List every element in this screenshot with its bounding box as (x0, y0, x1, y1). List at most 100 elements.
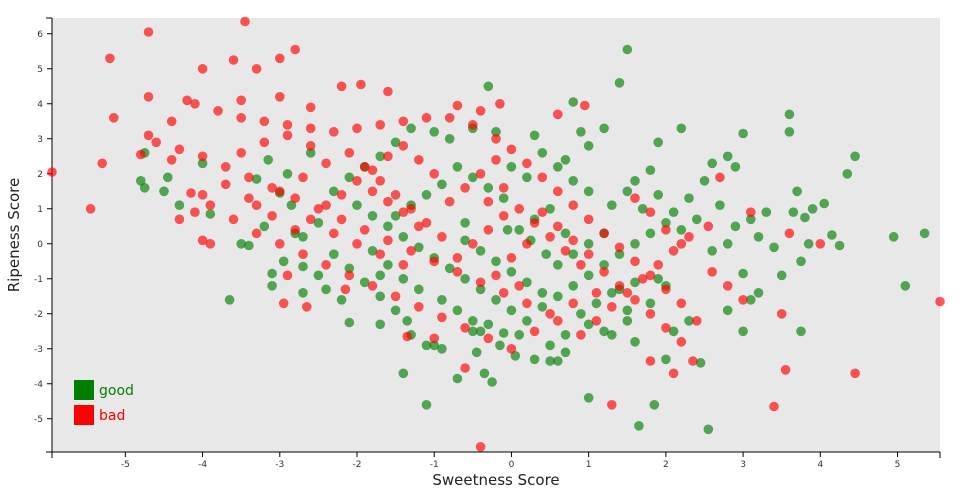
point-good (568, 97, 578, 107)
point-bad (321, 260, 331, 270)
plot-background (52, 18, 940, 452)
point-bad (637, 274, 648, 284)
point-bad (398, 116, 409, 127)
point-bad (460, 363, 470, 373)
point-bad (290, 193, 301, 203)
point-bad (522, 158, 532, 169)
point-good (800, 212, 810, 223)
point-bad (305, 141, 316, 151)
y-tick-label: 2 (37, 170, 43, 180)
x-tick-label: -1 (430, 460, 439, 470)
point-good (286, 200, 297, 210)
point-good (483, 319, 494, 330)
point-bad (483, 225, 494, 235)
x-tick-label: 0 (509, 460, 515, 470)
point-bad (614, 242, 625, 253)
point-bad (514, 281, 524, 291)
point-bad (684, 232, 694, 242)
y-axis-title: Ripeness Score (5, 178, 23, 293)
point-bad (275, 92, 285, 102)
point-good (560, 347, 571, 358)
point-bad (197, 151, 208, 162)
point-good (491, 256, 501, 267)
point-bad (228, 55, 239, 65)
point-good (607, 330, 617, 340)
point-bad (275, 186, 285, 197)
point-good (784, 109, 795, 120)
point-good (522, 277, 532, 288)
point-bad (85, 204, 96, 214)
point-bad (383, 196, 393, 207)
point-bad (398, 207, 409, 217)
point-good (545, 204, 555, 214)
point-good (174, 200, 185, 210)
point-bad (321, 200, 331, 210)
point-good (649, 400, 660, 410)
point-good (568, 176, 578, 186)
point-bad (452, 252, 463, 263)
point-good (491, 295, 501, 305)
point-bad (421, 218, 432, 228)
point-good (452, 162, 463, 172)
point-bad (591, 316, 602, 326)
point-bad (568, 298, 578, 309)
point-bad (197, 235, 208, 246)
point-good (692, 214, 702, 225)
point-good (707, 158, 717, 169)
point-good (676, 123, 687, 134)
x-axis: -5 -4 -3 -2 -1 0 1 2 3 4 5 (51, 451, 941, 470)
point-good (429, 127, 440, 137)
point-bad (166, 116, 177, 127)
point-bad (475, 106, 486, 116)
point-bad (143, 92, 154, 102)
point-bad (240, 16, 250, 27)
point-bad (406, 246, 416, 256)
point-bad (305, 102, 316, 113)
point-good (583, 270, 594, 281)
point-good (630, 337, 640, 347)
point-good (796, 256, 806, 267)
point-bad (213, 106, 223, 116)
point-bad (414, 302, 424, 312)
point-good (475, 284, 486, 295)
point-bad (495, 99, 505, 109)
point-bad (278, 298, 289, 309)
y-tick-label: -1 (34, 275, 43, 285)
point-good (522, 316, 532, 326)
point-bad (491, 134, 501, 144)
x-tick-label: 3 (740, 460, 746, 470)
x-tick-label: 4 (817, 460, 823, 470)
point-good (487, 377, 497, 387)
point-bad (414, 155, 424, 165)
point-bad (356, 79, 366, 90)
point-good (267, 268, 277, 279)
point-bad (398, 141, 409, 151)
point-bad (784, 228, 795, 239)
point-good (753, 288, 764, 298)
point-bad (576, 260, 586, 270)
point-bad (47, 167, 57, 177)
point-bad (560, 246, 571, 256)
point-bad (460, 323, 470, 333)
point-bad (251, 200, 262, 210)
point-bad (275, 53, 285, 64)
point-good (205, 209, 216, 219)
point-good (919, 228, 930, 239)
point-bad (529, 326, 540, 337)
point-good (398, 274, 409, 284)
point-bad (402, 331, 413, 342)
point-good (329, 186, 339, 197)
point-good (722, 239, 733, 249)
point-good (402, 316, 413, 326)
point-bad (406, 204, 416, 214)
point-bad (305, 123, 316, 134)
point-good (514, 330, 524, 340)
point-good (421, 400, 432, 410)
y-tick-label: 0 (37, 240, 43, 250)
x-tick-label: 5 (895, 460, 901, 470)
point-good (278, 256, 289, 267)
point-good (468, 326, 478, 337)
point-good (807, 204, 818, 214)
point-bad (359, 162, 370, 172)
point-bad (676, 239, 687, 249)
